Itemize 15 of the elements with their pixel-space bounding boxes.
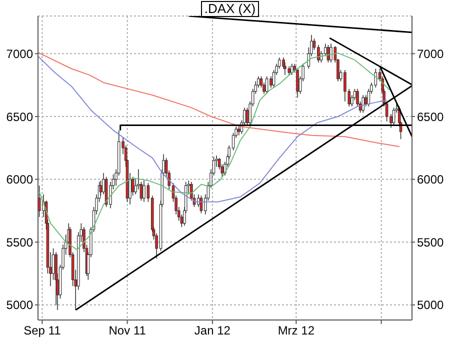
- y-tick-label: 5500: [6, 235, 34, 250]
- y2-tick-label: 7000: [417, 46, 444, 61]
- x-tick-label: Sep 11: [24, 324, 62, 338]
- chart-title: .DAX (X): [201, 1, 259, 17]
- x-tick-label: Jan 12: [194, 324, 231, 338]
- y-tick-label: 6500: [6, 110, 34, 124]
- y-tick-label: 5000: [6, 298, 34, 312]
- x-tick-label: Nov 11: [108, 324, 146, 338]
- y-tick-label: 6000: [6, 172, 34, 187]
- y2-tick-label: 6500: [417, 110, 444, 124]
- x-tick-label: Mrz 12: [278, 324, 315, 338]
- y2-tick-label: 5500: [417, 235, 444, 250]
- y2-tick-label: 6000: [417, 172, 444, 187]
- y2-tick-label: 5000: [417, 298, 444, 312]
- y-tick-label: 7000: [6, 46, 34, 61]
